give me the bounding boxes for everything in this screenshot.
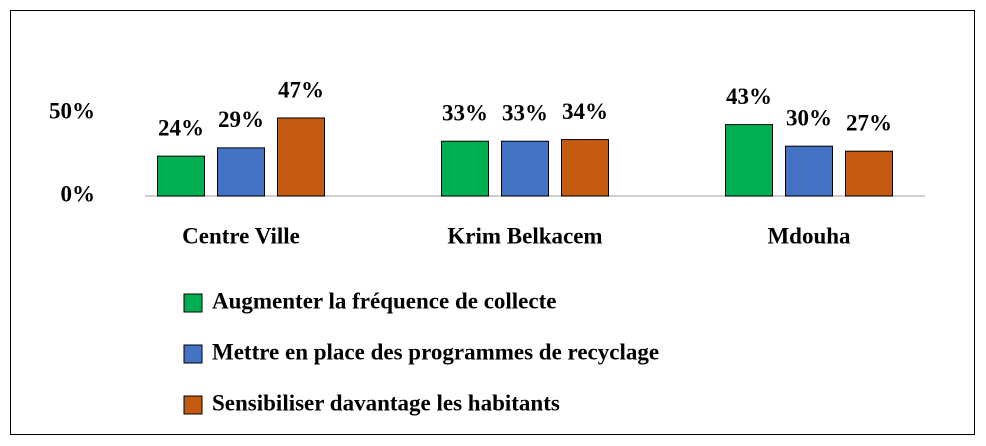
data-label: 29% bbox=[218, 107, 264, 132]
bar bbox=[501, 140, 549, 197]
x-tick-label: Krim Belkacem bbox=[447, 223, 602, 248]
data-label: 33% bbox=[502, 101, 548, 126]
legend-label: Augmenter la fréquence de collecte bbox=[212, 288, 556, 313]
bar bbox=[277, 117, 325, 197]
bar bbox=[845, 150, 893, 197]
data-label: 34% bbox=[562, 99, 608, 124]
bar bbox=[725, 124, 773, 197]
legend-label: Sensibiliser davantage les habitants bbox=[212, 390, 560, 415]
legend-label: Mettre en place des programmes de recycl… bbox=[212, 339, 659, 364]
data-label: 33% bbox=[442, 101, 488, 126]
legend-swatch bbox=[183, 344, 203, 364]
bar bbox=[217, 147, 265, 197]
data-label: 27% bbox=[846, 110, 892, 135]
data-label: 47% bbox=[278, 77, 324, 102]
x-tick-label: Centre Ville bbox=[182, 223, 300, 248]
bar bbox=[157, 155, 205, 197]
legend-swatch bbox=[183, 293, 203, 313]
bar bbox=[441, 140, 489, 197]
legend-swatch bbox=[183, 395, 203, 415]
data-label: 24% bbox=[158, 115, 204, 140]
y-tick-label: 50% bbox=[49, 98, 95, 123]
y-tick-label: 0% bbox=[61, 181, 96, 206]
bar bbox=[785, 145, 833, 197]
data-label: 30% bbox=[786, 105, 832, 130]
x-tick-label: Mdouha bbox=[767, 223, 851, 248]
bar bbox=[561, 139, 609, 197]
chart-border bbox=[10, 10, 975, 435]
data-label: 43% bbox=[726, 84, 772, 109]
